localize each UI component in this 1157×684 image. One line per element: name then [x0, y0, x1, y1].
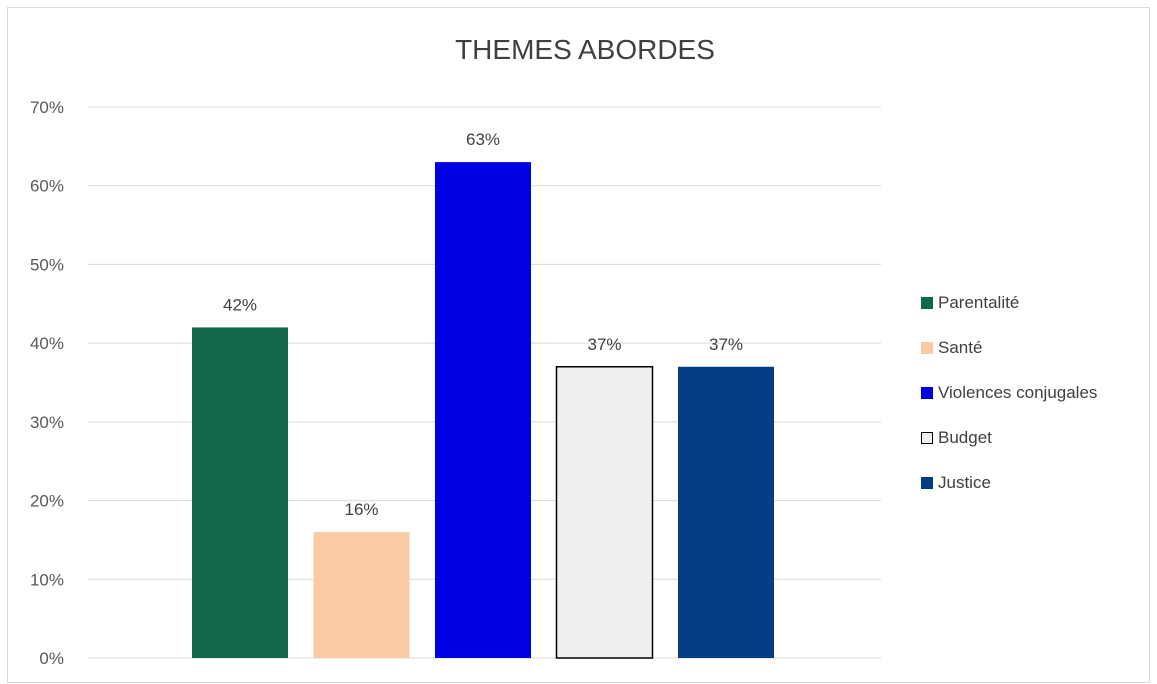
- legend-swatch: [921, 296, 933, 309]
- y-tick-label: 0%: [39, 649, 64, 668]
- y-tick-label: 40%: [30, 334, 64, 353]
- bar: [555, 366, 654, 659]
- data-label: 42%: [223, 295, 257, 314]
- y-tick-label: 60%: [30, 177, 64, 196]
- chart-title: THEMES ABORDES: [455, 34, 715, 65]
- y-tick-label: 50%: [30, 255, 64, 274]
- legend-item: Justice: [921, 460, 1097, 505]
- legend-swatch: [921, 386, 933, 399]
- legend-swatch: [921, 476, 933, 489]
- legend-label: Budget: [938, 427, 992, 447]
- legend-item: Violences conjugales: [921, 370, 1097, 415]
- data-label: 37%: [709, 335, 743, 354]
- legend-label: Violences conjugales: [938, 382, 1098, 402]
- chart-frame: [7, 7, 1150, 683]
- legend-swatch: [921, 341, 933, 354]
- legend-label: Parentalité: [938, 292, 1020, 312]
- legend-item: Santé: [921, 325, 1097, 370]
- legend-label: Justice: [938, 472, 991, 492]
- legend-swatch: [921, 431, 933, 444]
- data-label: 16%: [344, 500, 378, 519]
- bar: [313, 532, 410, 658]
- y-tick-label: 20%: [30, 492, 64, 511]
- y-tick-label: 70%: [30, 98, 64, 117]
- y-tick-label: 10%: [30, 570, 64, 589]
- data-label: 37%: [587, 335, 621, 354]
- legend-item: Parentalité: [921, 280, 1097, 325]
- legend-label: Santé: [938, 337, 983, 357]
- y-tick-label: 30%: [30, 413, 64, 432]
- bar: [192, 327, 288, 658]
- bar: [435, 162, 531, 658]
- bar: [678, 366, 774, 658]
- chart-legend: Parentalité Santé Violences conjugales Budg…: [921, 280, 1097, 505]
- data-label: 63%: [466, 130, 500, 149]
- legend-item: Budget: [921, 415, 1097, 460]
